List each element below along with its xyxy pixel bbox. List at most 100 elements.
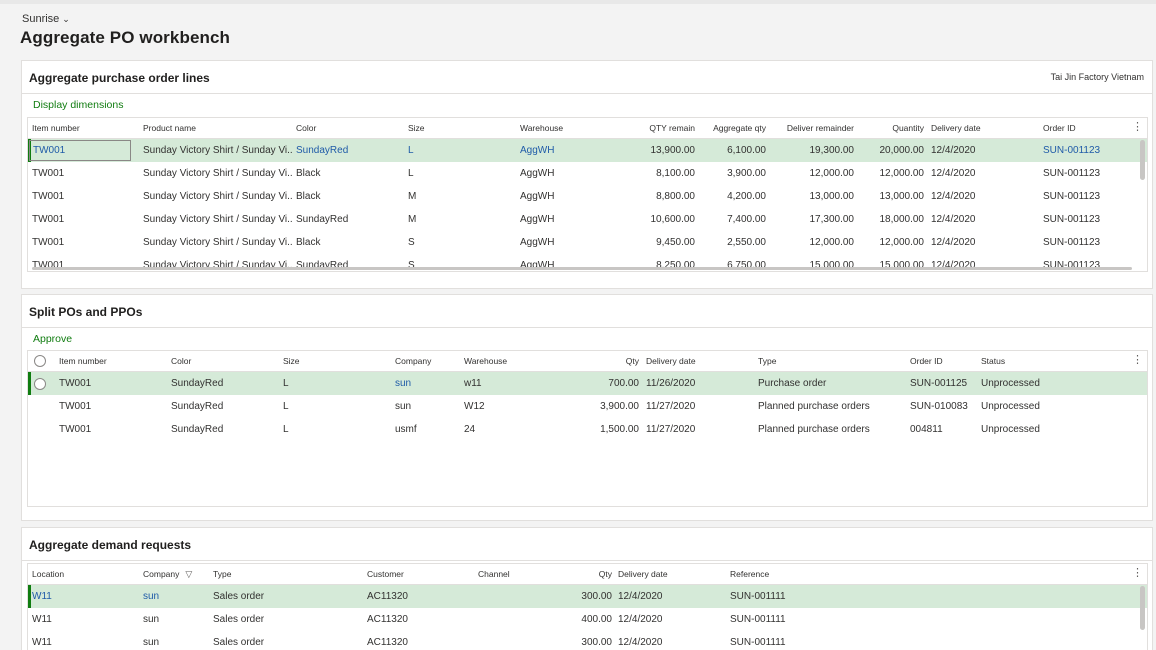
- table-cell: AggWH: [520, 191, 555, 202]
- horizontal-scrollbar[interactable]: [32, 267, 1132, 270]
- column-header[interactable]: Warehouse: [464, 356, 508, 366]
- column-header[interactable]: Order ID: [910, 356, 943, 366]
- column-header[interactable]: Color: [171, 356, 192, 366]
- table-cell: Sales order: [213, 614, 265, 625]
- company-selector[interactable]: Sunrise ⌄: [22, 13, 70, 25]
- split-pos-panel: Split POs and PPOs Approve Item number Co…: [21, 294, 1153, 521]
- column-header[interactable]: Channel: [478, 569, 510, 579]
- table-cell: 12/4/2020: [931, 214, 976, 225]
- table-cell: SundayRed: [296, 260, 349, 271]
- column-header[interactable]: Quantity: [892, 123, 924, 133]
- company-label: Sunrise: [22, 13, 60, 25]
- column-header[interactable]: Location: [32, 569, 65, 579]
- table-row[interactable]: TW001 Sunday Victory Shirt / Sunday Vi...…: [28, 162, 1147, 185]
- column-header[interactable]: Customer: [367, 569, 404, 579]
- table-row[interactable]: W11 sun Sales order AC11320 300.00 12/4/2020 S…: [28, 631, 1147, 650]
- table-row[interactable]: TW001 Sunday Victory Shirt / Sunday Vi...…: [28, 139, 1147, 162]
- column-header[interactable]: Delivery date: [646, 356, 696, 366]
- table-cell: sun: [395, 401, 412, 412]
- table-cell: 6,750.00: [727, 260, 766, 271]
- column-header[interactable]: Order ID: [1043, 123, 1076, 133]
- column-header[interactable]: Size: [408, 123, 425, 133]
- column-header[interactable]: Item number: [32, 123, 80, 133]
- column-header[interactable]: Deliver remainder: [786, 123, 854, 133]
- table-cell: AC11320: [367, 637, 408, 648]
- more-options-icon[interactable]: ⋮: [1132, 121, 1143, 133]
- table-cell: L: [283, 378, 289, 389]
- table-cell[interactable]: SUN-001123: [1043, 145, 1101, 156]
- table-cell: Purchase order: [758, 378, 827, 389]
- table-row[interactable]: TW001 Sunday Victory Shirt / Sunday Vi...…: [28, 231, 1147, 254]
- chevron-down-icon: ⌄: [62, 13, 70, 24]
- table-cell: Black: [296, 237, 321, 248]
- more-options-icon[interactable]: ⋮: [1132, 567, 1143, 579]
- column-header[interactable]: Delivery date: [618, 569, 668, 579]
- table-cell: 12/4/2020: [931, 168, 976, 179]
- table-row[interactable]: W11 sun Sales order AC11320 300.00 12/4/2020 S…: [28, 585, 1147, 608]
- table-cell[interactable]: W11: [32, 591, 52, 602]
- table-cell: TW001: [32, 260, 65, 271]
- table-row[interactable]: TW001 Sunday Victory Shirt / Sunday Vi...…: [28, 254, 1147, 271]
- table-cell: SUN-001125: [910, 378, 968, 389]
- table-cell: 12,000.00: [809, 237, 855, 248]
- table-cell: SUN-001111: [730, 591, 786, 602]
- column-header[interactable]: Qty: [625, 356, 639, 366]
- column-header[interactable]: Delivery date: [931, 123, 981, 133]
- table-cell[interactable]: sun: [395, 378, 412, 389]
- column-header[interactable]: Warehouse: [520, 123, 564, 133]
- column-header[interactable]: Type: [213, 569, 232, 579]
- column-header[interactable]: Product name: [143, 123, 196, 133]
- table-cell: SUN-001123: [1043, 191, 1101, 202]
- column-header[interactable]: Company: [395, 356, 432, 366]
- table-cell: AC11320: [367, 614, 408, 625]
- table-cell[interactable]: AggWH: [520, 145, 555, 156]
- filter-icon[interactable]: ▽: [185, 568, 193, 579]
- table-cell: sun: [143, 637, 160, 648]
- table-cell[interactable]: L: [408, 145, 414, 156]
- table-cell[interactable]: sun: [143, 591, 160, 602]
- column-header[interactable]: Color: [296, 123, 317, 133]
- column-header[interactable]: Reference: [730, 569, 770, 579]
- table-cell: 3,900.00: [727, 168, 766, 179]
- approve-button[interactable]: Approve: [33, 333, 73, 345]
- table-row[interactable]: TW001 Sunday Victory Shirt / Sunday Vi...…: [28, 208, 1147, 231]
- column-header[interactable]: Item number: [59, 356, 107, 366]
- column-header[interactable]: Company ▽: [143, 568, 193, 580]
- table-cell: M: [408, 214, 417, 225]
- column-header[interactable]: Status: [981, 356, 1006, 366]
- table-cell: AggWH: [520, 214, 555, 225]
- panel-header: Aggregate demand requests: [22, 528, 1152, 561]
- table-cell: Black: [296, 168, 321, 179]
- column-header[interactable]: Aggregate qty: [713, 123, 766, 133]
- table-cell: 2,550.00: [727, 237, 766, 248]
- column-header[interactable]: Size: [283, 356, 300, 366]
- display-dimensions-button[interactable]: Display dimensions: [33, 99, 124, 111]
- vertical-scrollbar[interactable]: [1140, 140, 1145, 180]
- table-cell: Unprocessed: [981, 378, 1040, 389]
- row-select-radio[interactable]: [34, 377, 46, 390]
- table-cell: 12,000.00: [879, 237, 925, 248]
- table-cell: TW001: [59, 378, 92, 389]
- vertical-scrollbar[interactable]: [1140, 586, 1145, 630]
- select-all-radio[interactable]: [34, 355, 46, 367]
- table-row[interactable]: TW001 Sunday Victory Shirt / Sunday Vi...…: [28, 185, 1147, 208]
- column-header[interactable]: Type: [758, 356, 777, 366]
- table-cell: sun: [143, 614, 160, 625]
- table-cell[interactable]: TW001: [29, 140, 131, 161]
- table-cell: usmf: [395, 424, 417, 435]
- more-options-icon[interactable]: ⋮: [1132, 354, 1143, 366]
- table-cell: 13,000.00: [879, 191, 925, 202]
- table-cell: Sunday Victory Shirt / Sunday Vi...: [143, 168, 293, 179]
- page-title: Aggregate PO workbench: [20, 28, 231, 47]
- table-row[interactable]: W11 sun Sales order AC11320 400.00 12/4/2020 S…: [28, 608, 1147, 631]
- table-cell: 13,900.00: [650, 145, 696, 156]
- column-header[interactable]: Qty: [598, 569, 612, 579]
- table-cell: 12,000.00: [809, 168, 855, 179]
- panel-title: Split POs and PPOs: [29, 305, 143, 319]
- column-header[interactable]: QTY remain: [649, 123, 695, 133]
- table-cell[interactable]: SundayRed: [296, 145, 349, 156]
- table-cell: TW001: [32, 237, 65, 248]
